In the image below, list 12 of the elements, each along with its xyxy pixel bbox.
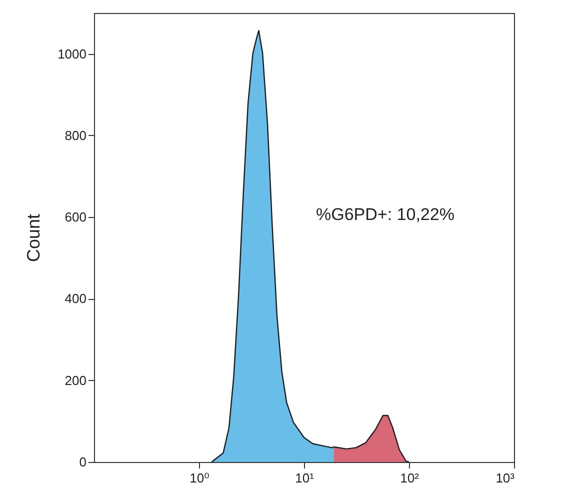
- y-tick-label: 400: [64, 291, 86, 306]
- y-tick-label: 600: [64, 210, 86, 225]
- x-tick-label: 10⁰: [190, 470, 210, 486]
- y-tick-label: 1000: [58, 46, 86, 62]
- x-tick-label: 10²: [400, 470, 420, 486]
- annotation: %G6PD+: 10,22%: [316, 205, 454, 224]
- x-tick-label: 10¹: [295, 470, 315, 486]
- y-axis-title: Count: [24, 214, 44, 262]
- y-tick-label: 0: [79, 454, 86, 470]
- y-tick-label: 800: [64, 128, 86, 143]
- x-tick-label: 10³: [496, 470, 516, 486]
- y-tick-label: 200: [64, 372, 86, 388]
